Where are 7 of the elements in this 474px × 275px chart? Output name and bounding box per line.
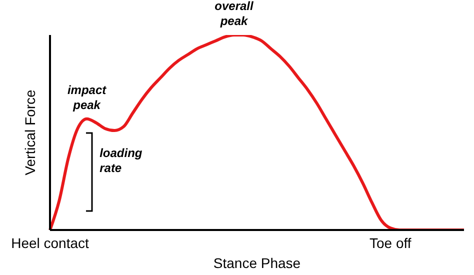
text: overall peak: [214, 0, 254, 29]
x-tick-label: Heel contact: [11, 234, 90, 251]
annotation: impact peak: [66, 82, 108, 113]
x-axis-title: Stance Phase: [213, 255, 301, 271]
x-tick-label: Toe off: [370, 234, 412, 251]
y-axis-title: Vertical Force: [22, 89, 38, 176]
annotation: loading rate: [100, 146, 144, 176]
